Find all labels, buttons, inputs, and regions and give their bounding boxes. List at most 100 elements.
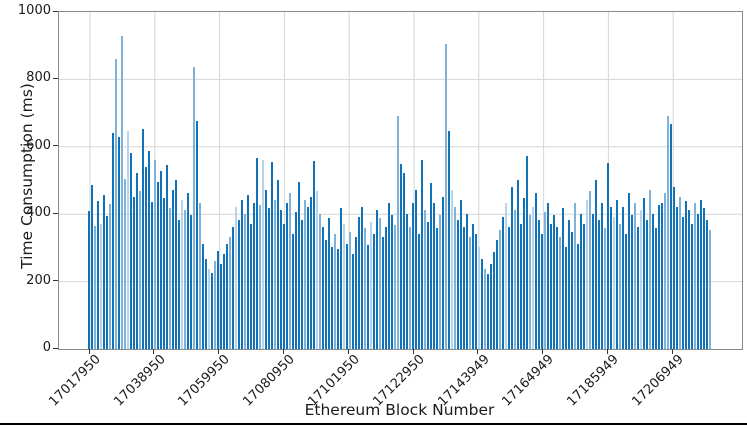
bar <box>400 164 402 349</box>
bar <box>151 202 153 349</box>
x-tick-mark <box>282 349 284 354</box>
bars-canvas <box>59 12 742 349</box>
bar <box>142 129 144 349</box>
bar <box>199 203 201 349</box>
bar <box>178 220 180 349</box>
bar <box>625 234 627 349</box>
bar <box>520 224 522 349</box>
bar <box>232 227 234 349</box>
bar <box>565 247 567 349</box>
bar <box>280 210 282 349</box>
bar <box>508 227 510 349</box>
bar <box>580 214 582 349</box>
bar <box>553 215 555 349</box>
bar <box>589 191 591 349</box>
bar <box>172 190 174 349</box>
bar <box>187 193 189 349</box>
bar <box>205 259 207 349</box>
bar <box>499 230 501 349</box>
bar <box>271 162 273 349</box>
bar <box>325 240 327 349</box>
bar <box>295 212 297 349</box>
bar <box>655 228 657 349</box>
bar <box>568 220 570 349</box>
bar <box>265 190 267 349</box>
y-tick-mark <box>53 280 58 282</box>
x-tick-mark <box>88 349 90 354</box>
bar <box>175 180 177 349</box>
bar <box>667 116 669 349</box>
bar <box>136 173 138 349</box>
bar <box>268 208 270 349</box>
bar <box>145 167 147 349</box>
bar <box>160 171 162 349</box>
bar <box>607 163 609 349</box>
bar <box>109 204 111 349</box>
bar <box>406 214 408 349</box>
bar <box>370 222 372 349</box>
bar <box>349 232 351 349</box>
bar <box>562 208 564 349</box>
bar <box>127 131 129 349</box>
bar <box>331 247 333 349</box>
bar <box>388 203 390 349</box>
bar <box>157 182 159 349</box>
bar <box>304 200 306 349</box>
bar <box>190 215 192 349</box>
bar <box>661 203 663 349</box>
y-tick-label: 400 <box>26 205 51 221</box>
bar <box>112 133 114 349</box>
bar <box>529 215 531 349</box>
bar <box>277 180 279 349</box>
bar <box>478 247 480 349</box>
y-tick-mark <box>53 212 58 214</box>
bar <box>229 237 231 349</box>
bar <box>337 249 339 349</box>
bar <box>130 153 132 349</box>
bar <box>556 227 558 349</box>
y-tick-label: 800 <box>26 70 51 86</box>
bar <box>244 214 246 349</box>
y-tick-label: 200 <box>26 272 51 288</box>
bar <box>100 224 102 349</box>
bar <box>616 200 618 349</box>
bar <box>487 274 489 349</box>
bar <box>709 230 711 349</box>
bar <box>427 222 429 349</box>
bar <box>457 220 459 349</box>
bar <box>367 245 369 349</box>
x-tick-mark <box>542 349 544 354</box>
bar <box>424 210 426 349</box>
bar <box>523 198 525 349</box>
bar <box>505 203 507 349</box>
bar <box>307 207 309 349</box>
bar <box>253 203 255 349</box>
bar <box>592 214 594 349</box>
bar <box>202 244 204 349</box>
bar <box>694 203 696 349</box>
bar <box>193 67 195 349</box>
bar <box>418 234 420 349</box>
bar <box>163 198 165 349</box>
bar <box>460 200 462 349</box>
bar <box>559 237 561 349</box>
bar <box>502 217 504 349</box>
bar <box>688 210 690 349</box>
bar <box>493 252 495 349</box>
x-axis-label: Ethereum Block Number <box>304 401 495 419</box>
bar <box>622 207 624 349</box>
bar <box>154 160 156 349</box>
bar <box>376 210 378 349</box>
bar <box>574 203 576 349</box>
bar <box>364 228 366 349</box>
x-tick-mark <box>477 349 479 354</box>
y-tick-mark <box>53 145 58 147</box>
bar <box>679 197 681 349</box>
bar <box>412 203 414 349</box>
bar <box>247 195 249 349</box>
bar <box>535 193 537 349</box>
bar <box>526 156 528 349</box>
bar <box>469 237 471 349</box>
bar <box>541 234 543 349</box>
